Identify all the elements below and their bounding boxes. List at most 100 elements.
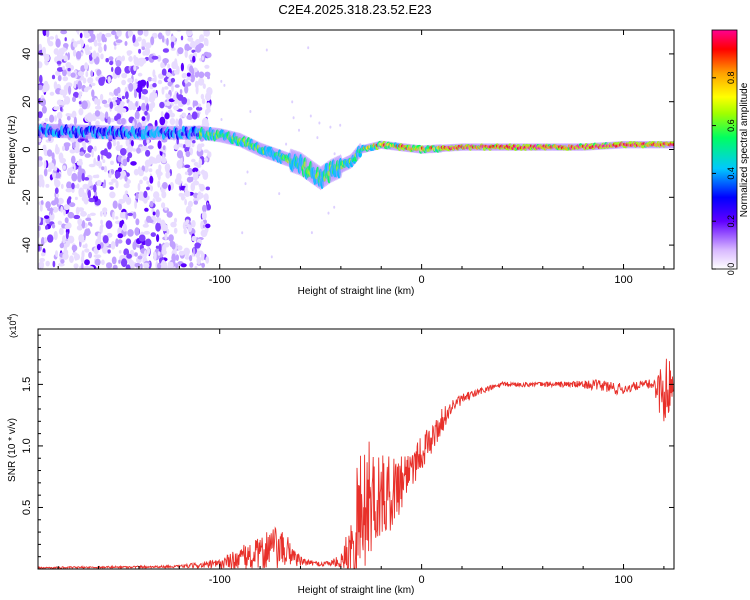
noise-blob <box>191 67 195 77</box>
noise-blob <box>95 174 100 179</box>
noise-blob <box>45 260 50 267</box>
noise-blob <box>196 164 202 168</box>
noise-blob <box>101 99 108 105</box>
snr-x-axis-label: Height of straight line (km) <box>298 585 415 596</box>
noise-blob <box>107 249 111 254</box>
noise-blob <box>170 41 175 49</box>
x-tick-label: -100 <box>209 274 231 286</box>
noise-blob <box>112 264 118 269</box>
noise-blob <box>220 118 223 121</box>
noise-blob <box>77 207 85 212</box>
noise-blob <box>160 219 166 229</box>
noise-blob <box>191 253 195 257</box>
noise-blob <box>148 168 153 173</box>
noise-blob <box>161 35 165 43</box>
colorbar-bar <box>711 29 738 270</box>
noise-blob <box>45 201 51 209</box>
noise-blob <box>152 69 156 78</box>
noise-blob <box>162 48 169 53</box>
noise-blob <box>88 197 95 203</box>
noise-blob <box>115 39 123 43</box>
noise-blob <box>77 80 82 90</box>
noise-blob <box>79 32 83 39</box>
noise-blob <box>135 38 139 47</box>
noise-blob <box>184 85 189 94</box>
noise-blob <box>168 234 174 242</box>
noise-blob <box>199 183 206 192</box>
colorbar-tick-label: 0.8 <box>726 72 736 85</box>
snr-frame <box>37 328 675 570</box>
noise-blob <box>75 30 80 33</box>
noise-blob <box>38 111 43 119</box>
noise-blob <box>103 211 107 218</box>
noise-blob <box>195 85 199 95</box>
noise-blob <box>152 211 156 216</box>
noise-blob <box>85 86 92 90</box>
noise-blob <box>88 221 92 226</box>
noise-blob <box>206 203 211 211</box>
noise-blob <box>100 224 104 228</box>
noise-blob <box>116 141 120 146</box>
noise-blob <box>90 82 96 87</box>
noise-blob <box>130 140 134 147</box>
noise-blob <box>173 69 180 75</box>
noise-blob <box>309 114 312 118</box>
noise-blob <box>89 212 96 216</box>
noise-blob <box>181 72 187 79</box>
noise-blob <box>186 72 191 77</box>
noise-blob <box>339 123 342 127</box>
noise-blob <box>205 223 211 229</box>
noise-blob <box>168 98 175 103</box>
noise-blob <box>155 197 162 203</box>
noise-blob <box>78 101 82 105</box>
noise-blob <box>178 118 183 127</box>
noise-blob <box>123 183 130 189</box>
noise-blob <box>49 91 55 96</box>
noise-blob <box>184 171 189 175</box>
noise-blob <box>85 217 92 222</box>
noise-blob <box>78 165 82 173</box>
noise-blob <box>99 211 103 217</box>
noise-blob <box>38 225 41 231</box>
noise-blob <box>73 214 81 220</box>
noise-blob <box>135 101 139 107</box>
noise-blob <box>51 74 56 80</box>
noise-blob <box>58 118 62 125</box>
noise-blob <box>154 93 158 99</box>
noise-blob <box>176 92 179 99</box>
noise-blob <box>292 116 295 120</box>
noise-blob <box>40 200 44 205</box>
noise-blob <box>93 184 97 193</box>
noise-blob <box>84 32 90 38</box>
noise-blob <box>175 263 179 269</box>
noise-blob <box>67 67 71 72</box>
y-tick-label: -20 <box>21 189 33 205</box>
noise-blob <box>103 165 108 173</box>
noise-blob <box>155 209 160 218</box>
noise-blob <box>53 106 60 111</box>
noise-blob <box>220 79 223 83</box>
noise-blob <box>70 137 75 143</box>
noise-blob <box>60 30 68 35</box>
noise-blob <box>202 170 209 180</box>
noise-blob <box>161 86 165 95</box>
noise-blob <box>181 97 188 105</box>
noise-blob <box>150 36 155 46</box>
noise-blob <box>65 113 71 117</box>
noise-blob <box>73 116 77 126</box>
noise-blob <box>141 145 149 151</box>
noise-blob <box>178 250 185 256</box>
noise-blob <box>74 196 78 201</box>
spectrogram-y-axis-label: Frequency (Hz) <box>7 116 18 185</box>
noise-blob <box>65 231 69 240</box>
noise-blob <box>101 166 105 171</box>
noise-blob <box>52 206 59 213</box>
noise-blob <box>205 186 210 191</box>
noise-blob <box>241 231 244 235</box>
noise-blob <box>185 205 192 214</box>
noise-blob <box>78 91 83 96</box>
noise-blob <box>120 106 124 113</box>
noise-blob <box>150 232 156 238</box>
noise-blob <box>49 212 55 221</box>
noise-blob <box>143 190 148 198</box>
